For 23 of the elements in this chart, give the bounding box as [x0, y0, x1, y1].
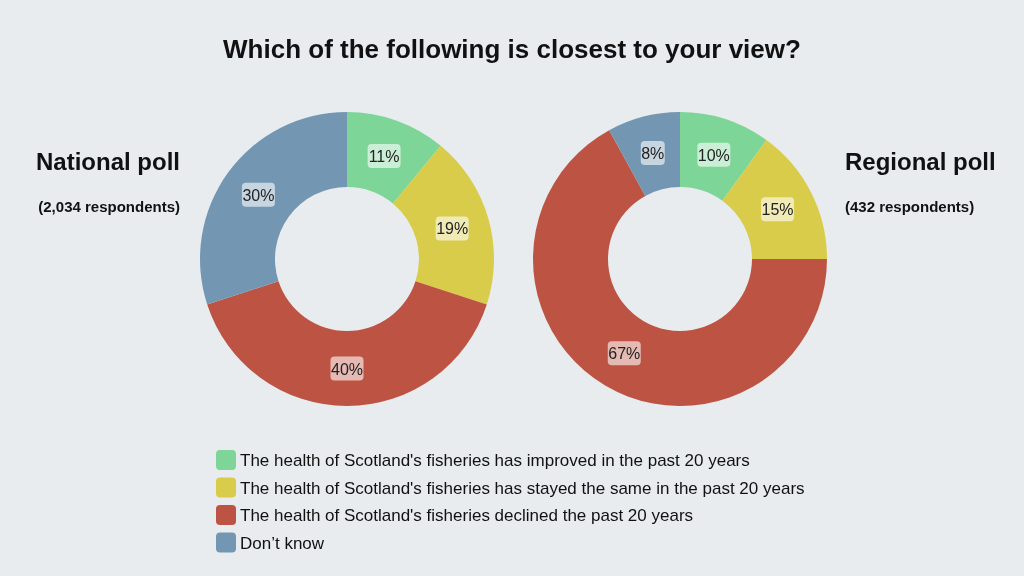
data-label: 15% [761, 201, 794, 219]
data-label: 30% [242, 186, 275, 204]
data-label: 11% [368, 147, 400, 165]
donut-slice [347, 112, 441, 204]
text: (432 respondents) [845, 198, 975, 215]
text: (2,034 respondents) [38, 198, 180, 215]
data-label: 40% [330, 360, 364, 378]
data-label: 8% [641, 144, 665, 162]
text: Which of the following is closest to your view? [223, 34, 801, 64]
data-label: 10% [697, 146, 730, 164]
data-label: 67% [608, 345, 641, 363]
donut-slice [207, 281, 487, 406]
legend-label: Don’t know [240, 533, 325, 553]
legend-label: The health of Scotland's fisheries has improved in the past 20 years [240, 451, 750, 470]
donut-slice [200, 112, 347, 305]
donut-slice [680, 112, 767, 201]
text: National poll [36, 148, 180, 175]
donut-slice [609, 112, 680, 196]
donut-slice [533, 130, 827, 406]
data-label: 19% [436, 220, 469, 238]
legend-label: The health of Scotland's fisheries declined the past 20 years [240, 506, 694, 525]
text: Regional poll [845, 148, 996, 175]
legend-label: The health of Scotland's fisheries has stayed the same in the past 20 years [240, 478, 805, 498]
